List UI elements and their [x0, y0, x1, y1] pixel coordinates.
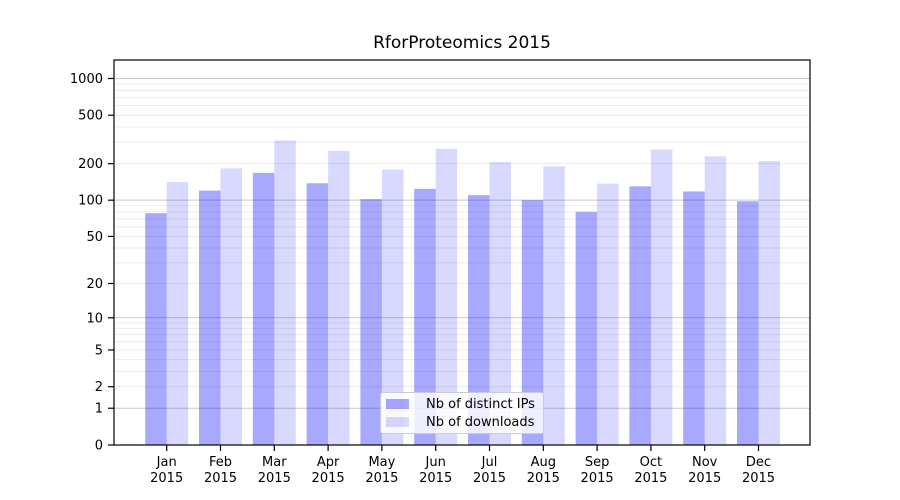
- y-tick-label-50: 50: [86, 230, 103, 245]
- legend-label-distinct-ips: Nb of distinct IPs: [426, 396, 535, 412]
- legend-item-distinct-ips: Nb of distinct IPs: [386, 398, 543, 411]
- x-tick-label-month-oct: Oct: [640, 455, 662, 470]
- bar-distinct-ips-feb: [199, 190, 221, 445]
- y-tick-label-1: 1: [95, 402, 103, 417]
- x-tick-label-month-dec: Dec: [746, 455, 771, 470]
- x-tick-label-month-nov: Nov: [692, 455, 718, 470]
- x-tick-label-year-jul: 2015: [473, 471, 506, 486]
- bar-downloads-nov: [704, 156, 727, 446]
- y-tick-label-100: 100: [78, 194, 103, 209]
- x-tick-label-year-feb: 2015: [204, 471, 237, 486]
- bar-distinct-ips-aug: [521, 200, 544, 445]
- x-tick-label-month-aug: Aug: [531, 455, 556, 470]
- legend-swatch-downloads: [386, 417, 409, 427]
- y-tick-label-10: 10: [86, 311, 103, 326]
- x-tick-label-year-mar: 2015: [258, 471, 291, 486]
- bar-distinct-ips-jul: [468, 195, 490, 445]
- bar-distinct-ips-may: [360, 199, 382, 445]
- bar-downloads-may: [381, 169, 404, 445]
- x-tick-label-month-jun: Jun: [425, 455, 446, 470]
- bar-downloads-oct: [650, 149, 673, 446]
- bar-distinct-ips-nov: [683, 191, 705, 445]
- x-tick-label-year-aug: 2015: [527, 471, 560, 486]
- x-tick-label-month-jul: Jul: [481, 455, 498, 470]
- x-tick-label-month-jan: Jan: [156, 455, 177, 470]
- x-tick-label-month-feb: Feb: [209, 455, 232, 470]
- x-tick-label-year-apr: 2015: [312, 471, 345, 486]
- x-tick-label-month-mar: Mar: [262, 455, 287, 470]
- bar-distinct-ips-sep: [575, 211, 598, 445]
- y-tick-label-0: 0: [95, 439, 103, 454]
- bar-downloads-mar: [274, 140, 296, 446]
- x-tick-label-month-apr: Apr: [317, 455, 340, 470]
- bar-downloads-dec: [758, 161, 780, 445]
- bar-distinct-ips-oct: [629, 186, 651, 445]
- bar-distinct-ips-mar: [252, 172, 275, 445]
- x-tick-label-year-oct: 2015: [634, 471, 667, 486]
- x-tick-label-year-nov: 2015: [688, 471, 721, 486]
- x-tick-label-year-jan: 2015: [150, 471, 183, 486]
- y-tick-label-1000: 1000: [70, 72, 103, 87]
- y-tick-label-2: 2: [95, 380, 103, 395]
- y-tick-label-200: 200: [78, 157, 103, 172]
- y-tick-label-5: 5: [95, 343, 103, 358]
- legend-item-downloads: Nb of downloads: [386, 416, 543, 429]
- y-tick-label-500: 500: [78, 109, 103, 124]
- bar-distinct-ips-jun: [414, 188, 436, 445]
- x-tick-label-year-sep: 2015: [581, 471, 614, 486]
- y-tick-label-20: 20: [86, 277, 103, 292]
- legend: Nb of distinct IPs Nb of downloads: [380, 392, 544, 434]
- bar-downloads-feb: [220, 168, 242, 445]
- x-tick-label-month-may: May: [368, 455, 395, 470]
- bar-downloads-jul: [489, 162, 511, 445]
- legend-swatch-distinct-ips: [386, 399, 409, 409]
- bar-distinct-ips-apr: [306, 183, 329, 446]
- bar-downloads-sep: [597, 183, 619, 445]
- bar-distinct-ips-jan: [145, 213, 167, 445]
- x-tick-label-month-sep: Sep: [585, 455, 610, 470]
- plot-frame: [113, 59, 811, 446]
- bar-downloads-aug: [543, 166, 565, 446]
- x-tick-label-year-jun: 2015: [419, 471, 452, 486]
- bar-downloads-jun: [435, 148, 458, 445]
- chart-title: RforProteomics 2015: [373, 33, 551, 53]
- x-tick-label-year-may: 2015: [365, 471, 398, 486]
- x-tick-label-year-dec: 2015: [742, 471, 775, 486]
- legend-label-downloads: Nb of downloads: [426, 414, 535, 430]
- bar-downloads-apr: [328, 150, 350, 445]
- bar-distinct-ips-dec: [737, 201, 759, 445]
- bar-downloads-jan: [166, 182, 189, 445]
